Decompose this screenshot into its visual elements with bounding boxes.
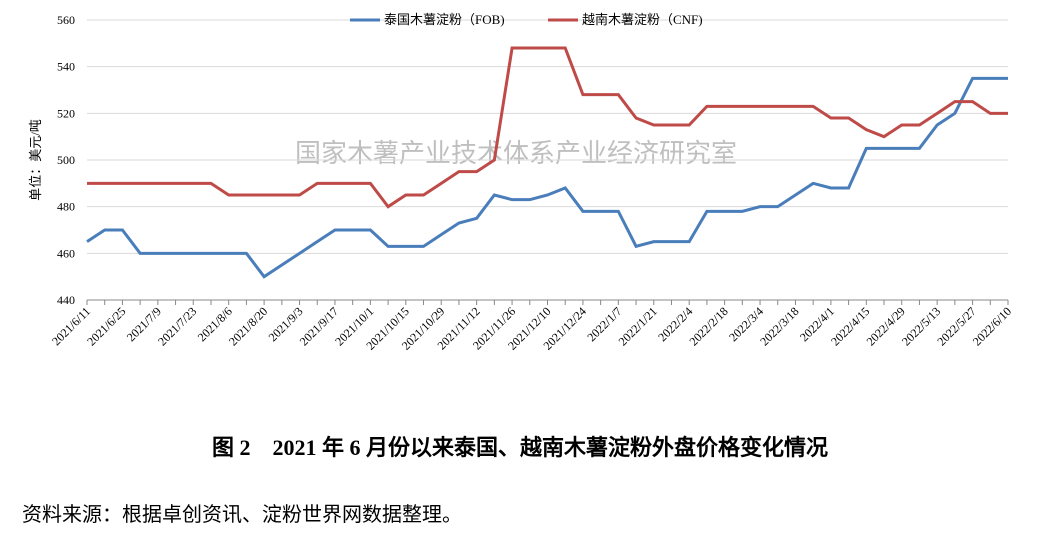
y-tick-label: 500 xyxy=(57,153,75,167)
y-axis-label: 单位：美元/吨 xyxy=(28,119,43,201)
series-line xyxy=(87,46,1008,209)
y-tick-label: 560 xyxy=(57,13,75,27)
y-tick-label: 480 xyxy=(57,200,75,214)
x-tick-label: 2022/3/18 xyxy=(757,304,801,348)
y-tick-label: 460 xyxy=(57,246,75,260)
x-tick-label: 2021/8/20 xyxy=(226,304,270,348)
y-tick-label: 440 xyxy=(57,293,75,307)
y-tick-label: 540 xyxy=(57,60,75,74)
caption: 图 2 2021 年 6 月份以来泰国、越南木薯淀粉外盘价格变化情况 xyxy=(211,435,828,460)
x-tick-label: 2021/7/23 xyxy=(155,304,199,348)
series-line xyxy=(86,76,1008,279)
watermark: 国家木薯产业技术体系产业经济研究室 xyxy=(295,139,737,168)
x-tick-label: 2022/6/10 xyxy=(970,304,1014,348)
source: 资料来源：根据卓创资讯、淀粉世界网数据整理。 xyxy=(22,504,462,526)
legend-label: 泰国木薯淀粉（FOB) xyxy=(384,12,505,27)
legend-label: 越南木薯淀粉（CNF) xyxy=(582,12,703,27)
y-tick-label: 520 xyxy=(57,106,75,120)
chart: 国家木薯产业技术体系产业经济研究室 单位：美元/吨 440 460 480 500 52… xyxy=(28,12,1014,353)
x-tick-label: 2022/1/21 xyxy=(616,304,660,348)
x-tick-label: 2022/2/18 xyxy=(686,304,730,348)
x-tick-label: 2021/6/25 xyxy=(84,304,128,348)
